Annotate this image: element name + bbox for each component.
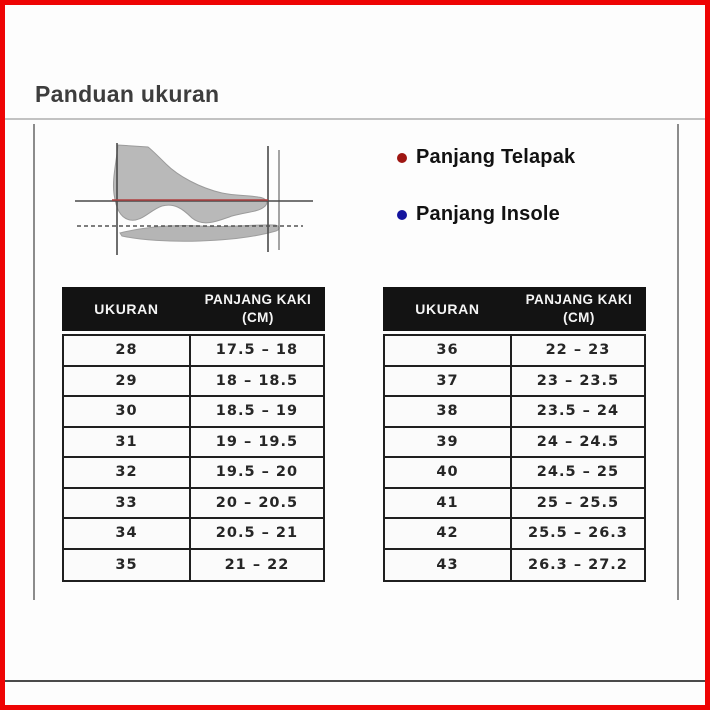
length-cell: 18.5 – 19 (215, 403, 299, 420)
page-title: Panduan ukuran (35, 81, 220, 107)
size-cell: 31 (64, 427, 191, 456)
size-cell: 30 (64, 397, 191, 426)
length-cell: 18 – 18.5 (215, 372, 299, 389)
table-header: UKURAN PANJANG KAKI (CM) (383, 287, 646, 331)
legend-item-telapak: Panjang Telapak (397, 146, 575, 169)
legend: Panjang Telapak Panjang Insole (397, 146, 575, 226)
length-cell: 25 – 25.5 (536, 494, 620, 511)
blue-dot-icon (397, 209, 407, 220)
column-header-panjang-kaki: PANJANG KAKI (CM) (512, 291, 646, 326)
table-row: 36 22 – 23 (385, 336, 644, 367)
length-cell: 17.5 – 18 (215, 342, 299, 359)
size-table-28-35: UKURAN PANJANG KAKI (CM) 28 17.5 – 18 29 18… (62, 287, 325, 582)
insole-silhouette (119, 224, 280, 242)
column-header-panjang-kaki: PANJANG KAKI (CM) (191, 291, 325, 326)
length-cell: 26.3 – 27.2 (528, 556, 628, 573)
length-cell: 19.5 – 20 (215, 464, 299, 481)
size-cell: 41 (385, 488, 512, 517)
right-frame-line (677, 124, 679, 600)
length-cell: 22 – 23 (545, 342, 611, 359)
bottom-divider (5, 680, 705, 682)
legend-label: Panjang Insole (416, 203, 560, 225)
header-line-1: PANJANG KAKI (525, 292, 633, 308)
size-cell: 35 (64, 549, 191, 580)
header-line-1: PANJANG KAKI (204, 292, 312, 308)
table-row: 30 18.5 – 19 (64, 397, 323, 428)
length-cell: 19 – 19.5 (215, 433, 299, 450)
length-cell: 20.5 – 21 (215, 525, 299, 542)
size-cell: 29 (64, 366, 191, 395)
size-cell: 43 (385, 549, 512, 580)
size-cell: 36 (385, 336, 512, 365)
length-cell: 24.5 – 25 (536, 464, 620, 481)
table-row: 28 17.5 – 18 (64, 336, 323, 367)
length-cell: 24 – 24.5 (536, 433, 620, 450)
size-cell: 32 (64, 458, 191, 487)
size-cell: 42 (385, 519, 512, 548)
top-divider (5, 118, 705, 120)
size-cell: 39 (385, 427, 512, 456)
foot-measurement-diagram (75, 143, 313, 255)
size-cell: 38 (385, 397, 512, 426)
column-header-ukuran: UKURAN (415, 301, 480, 317)
size-cell: 34 (64, 519, 191, 548)
left-frame-line (33, 124, 35, 600)
legend-item-insole: Panjang Insole (397, 203, 575, 226)
table-body: 28 17.5 – 18 29 18 – 18.5 30 18.5 – 19 31 19 – … (62, 334, 325, 582)
table-row: 35 21 – 22 (64, 549, 323, 580)
table-row: 38 23.5 – 24 (385, 397, 644, 428)
table-row: 32 19.5 – 20 (64, 458, 323, 489)
red-dot-icon (397, 152, 407, 163)
table-row: 41 25 – 25.5 (385, 488, 644, 519)
header-line-2: (CM) (563, 310, 595, 325)
table-body: 36 22 – 23 37 23 – 23.5 38 23.5 – 24 39 24 – 24… (383, 334, 646, 582)
column-header-ukuran: UKURAN (94, 301, 159, 317)
foot-silhouette (113, 144, 268, 224)
table-header: UKURAN PANJANG KAKI (CM) (62, 287, 325, 331)
size-cell: 33 (64, 488, 191, 517)
size-table-36-43: UKURAN PANJANG KAKI (CM) 36 22 – 23 37 23 –… (383, 287, 646, 582)
length-cell: 23 – 23.5 (536, 372, 620, 389)
table-row: 37 23 – 23.5 (385, 366, 644, 397)
length-cell: 23.5 – 24 (536, 403, 620, 420)
table-row: 33 20 – 20.5 (64, 488, 323, 519)
size-cell: 28 (64, 336, 191, 365)
table-row: 31 19 – 19.5 (64, 427, 323, 458)
length-cell: 20 – 20.5 (215, 494, 299, 511)
table-row: 39 24 – 24.5 (385, 427, 644, 458)
header-line-2: (CM) (242, 310, 274, 325)
size-cell: 40 (385, 458, 512, 487)
size-cell: 37 (385, 366, 512, 395)
length-cell: 25.5 – 26.3 (528, 525, 628, 542)
table-row: 40 24.5 – 25 (385, 458, 644, 489)
table-row: 42 25.5 – 26.3 (385, 519, 644, 550)
table-row: 29 18 – 18.5 (64, 366, 323, 397)
table-row: 34 20.5 – 21 (64, 519, 323, 550)
length-cell: 21 – 22 (224, 556, 290, 573)
table-row: 43 26.3 – 27.2 (385, 549, 644, 580)
legend-label: Panjang Telapak (416, 146, 576, 168)
